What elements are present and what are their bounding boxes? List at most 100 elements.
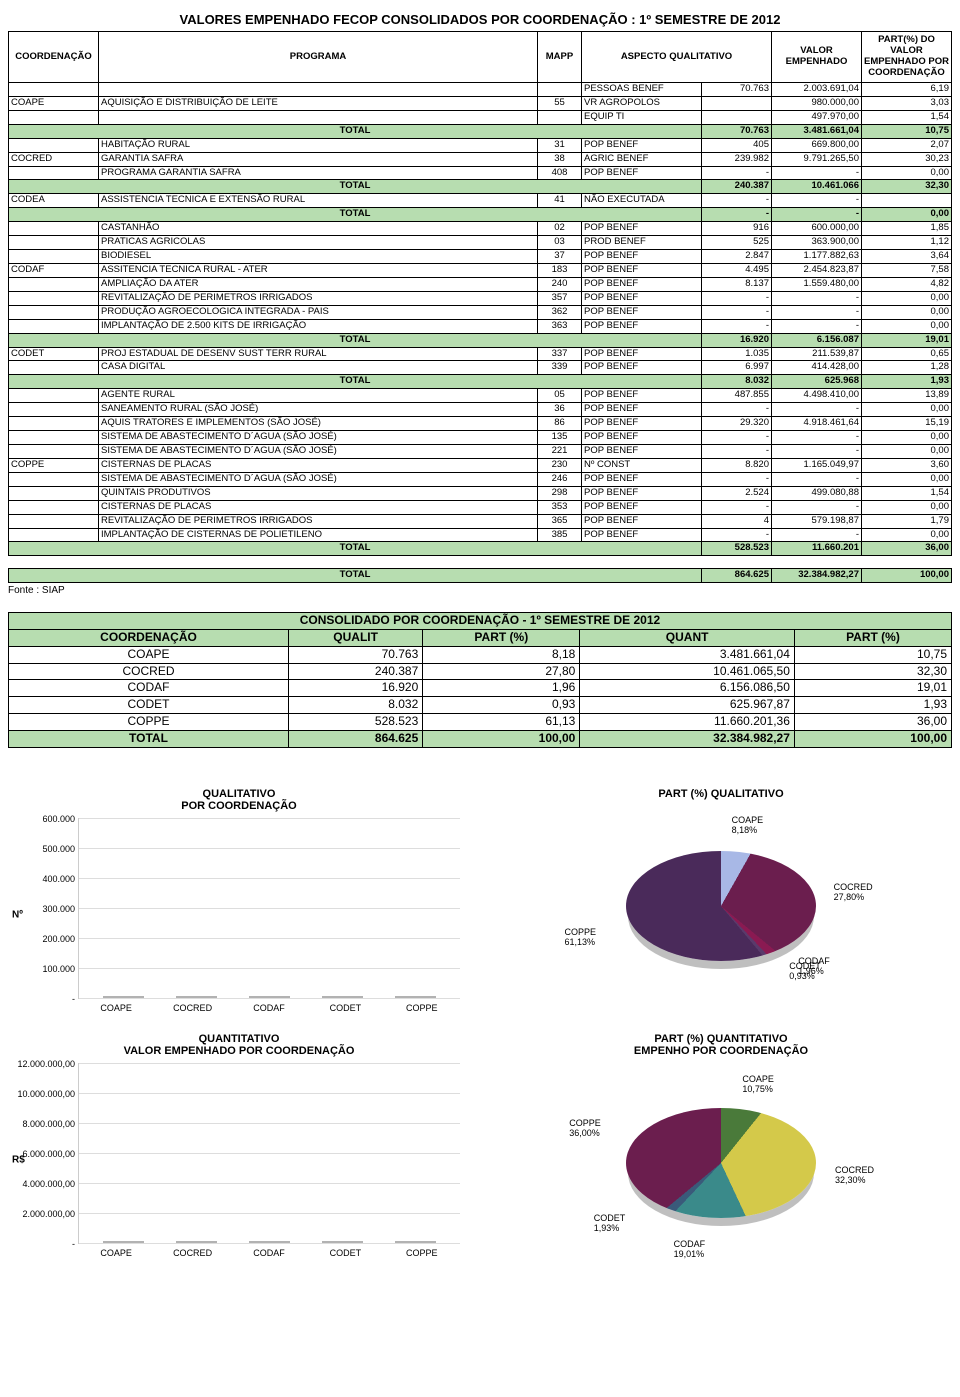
col-valor: VALOR EMPENHADO <box>772 32 862 83</box>
table-row: AGENTE RURAL05POP BENEF487.8554.498.410,… <box>9 389 952 403</box>
col-programa: PROGRAMA <box>99 32 538 83</box>
pie <box>626 1108 816 1218</box>
pie-label: COPPE61,13% <box>564 927 596 947</box>
table-row: IMPLANTAÇÃO DE CISTERNAS DE POLIETILENO3… <box>9 528 952 542</box>
table-row: CODETPROJ ESTADUAL DE DESENV SUST TERR R… <box>9 347 952 361</box>
summary-row: CODAF16.9201,966.156.086,5019,01 <box>9 680 952 697</box>
summary-row: CODET8.0320,93625.967,871,93 <box>9 697 952 714</box>
table-row: HABITAÇÃO RURAL31POP BENEF405669.800,002… <box>9 138 952 152</box>
pie1-title: PART (%) QUALITATIVO <box>490 788 952 800</box>
y-tick-label: 2.000.000,00 <box>22 1209 79 1219</box>
pie2-title: PART (%) QUANTITATIVO EMPENHO POR COORDE… <box>490 1033 952 1057</box>
pie-chart-quant: PART (%) QUANTITATIVO EMPENHO POR COORDE… <box>490 1033 952 1263</box>
x-tick-label: COPPE <box>387 1003 456 1013</box>
y-tick-label: - <box>72 1239 79 1249</box>
bar <box>176 996 217 998</box>
table-row: CODAFASSITENCIA TECNICA RURAL - ATER183P… <box>9 263 952 277</box>
bar-chart-quant: QUANTITATIVO VALOR EMPENHADO POR COORDEN… <box>8 1033 470 1263</box>
pie-label: COCRED27,80% <box>834 882 873 902</box>
x-tick-label: COPPE <box>387 1248 456 1258</box>
s-col-part2: PART (%) <box>794 630 951 647</box>
table-row: COCREDGARANTIA SAFRA38AGRIC BENEF239.982… <box>9 152 952 166</box>
table-row: EQUIP TI497.970,001,54 <box>9 110 952 124</box>
summary-total-row: TOTAL864.625100,0032.384.982,27100,00 <box>9 730 952 747</box>
pie-chart-qualit: PART (%) QUALITATIVO COAPE8,18% COCRED27,… <box>490 788 952 1013</box>
col-mapp: MAPP <box>538 32 582 83</box>
table-row: AMPLIAÇÃO DA ATER240POP BENEF8.1371.559.… <box>9 277 952 291</box>
table-row: COAPEAQUISIÇÃO E DISTRIBUIÇÃO DE LEITE55… <box>9 96 952 110</box>
bar <box>395 1241 436 1243</box>
x-tick-label: CODAF <box>235 1248 304 1258</box>
table-row: QUINTAIS PRODUTIVOS298POP BENEF2.524499.… <box>9 486 952 500</box>
x-tick-label: CODET <box>311 1003 380 1013</box>
summary-row: COAPE70.7638,183.481.661,0410,75 <box>9 646 952 663</box>
y-tick-label: 300.000 <box>42 904 79 914</box>
main-table: COORDENAÇÃO PROGRAMA MAPP ASPECTO QUALIT… <box>8 31 952 583</box>
y-tick-label: 200.000 <box>42 934 79 944</box>
table-row: REVITALIZAÇÃO DE PERIMETROS IRRIGADOS365… <box>9 514 952 528</box>
x-tick-label: CODAF <box>235 1003 304 1013</box>
summary-row: COPPE528.52361,1311.660.201,3636,00 <box>9 714 952 731</box>
y-tick-label: - <box>72 994 79 1004</box>
total-row: TOTAL--0,00 <box>9 208 952 222</box>
pie-label: COAPE8,18% <box>732 815 764 835</box>
y-tick-label: 8.000.000,00 <box>22 1119 79 1129</box>
col-part: PART(%) DO VALOR EMPENHADO POR COORDENAÇ… <box>862 32 952 83</box>
pie-label: CODAF19,01% <box>674 1239 706 1259</box>
table-row: PESSOAS BENEF70.7632.003.691,046,19 <box>9 83 952 97</box>
table-row: BIODIESEL37POP BENEF2.8471.177.882,633,6… <box>9 250 952 264</box>
pie-label: COAPE10,75% <box>742 1074 774 1094</box>
total-row: TOTAL70.7633.481.661,0410,75 <box>9 124 952 138</box>
table-row: COPPECISTERNAS DE PLACAS230Nº CONST8.820… <box>9 458 952 472</box>
summary-header: COORDENAÇÃO QUALIT PART (%) QUANT PART (… <box>9 630 952 647</box>
table-header-row: COORDENAÇÃO PROGRAMA MAPP ASPECTO QUALIT… <box>9 32 952 83</box>
col-coord: COORDENAÇÃO <box>9 32 99 83</box>
x-tick-label: COCRED <box>158 1248 227 1258</box>
grand-total-row: TOTAL864.62532.384.982,27100,00 <box>9 569 952 583</box>
table-row: SISTEMA DE ABASTECIMENTO D´AGUA (SÃO JOS… <box>9 444 952 458</box>
pie <box>626 851 816 961</box>
total-row: TOTAL240.38710.461.06632,30 <box>9 180 952 194</box>
summary-table: CONSOLIDADO POR COORDENAÇÃO - 1º SEMESTR… <box>8 612 952 747</box>
y-tick-label: 100.000 <box>42 964 79 974</box>
y-tick-label: 6.000.000,00 <box>22 1149 79 1159</box>
table-row: CASTANHÃO02POP BENEF916600.000,001,85 <box>9 222 952 236</box>
page-title: VALORES EMPENHADO FECOP CONSOLIDADOS POR… <box>8 8 952 31</box>
table-row: REVITALIZAÇÃO DE PERIMETROS IRRIGADOS357… <box>9 291 952 305</box>
x-tick-label: COCRED <box>158 1003 227 1013</box>
bar <box>395 996 436 998</box>
table-row: SISTEMA DE ABASTECIMENTO D´AGUA (SÃO JOS… <box>9 472 952 486</box>
table-row: PRATICAS AGRICOLAS03PROD BENEF525363.900… <box>9 236 952 250</box>
bar <box>322 996 363 998</box>
table-row: AQUIS TRATORES E IMPLEMENTOS (SÃO JOSÉ)8… <box>9 417 952 431</box>
total-row: TOTAL16.9206.156.08719,01 <box>9 333 952 347</box>
bar <box>176 1241 217 1243</box>
table-row: CASA DIGITAL339POP BENEF6.997414.428,001… <box>9 361 952 375</box>
source-label: Fonte : SIAP <box>8 583 952 596</box>
table-row: CODEAASSISTENCIA TECNICA E EXTENSÃO RURA… <box>9 194 952 208</box>
table-row: IMPLANTAÇÃO DE 2.500 KITS DE IRRIGAÇÃO36… <box>9 319 952 333</box>
y-tick-label: 4.000.000,00 <box>22 1179 79 1189</box>
pie-label: COCRED32,30% <box>835 1165 874 1185</box>
table-row: CISTERNAS DE PLACAS353POP BENEF--0,00 <box>9 500 952 514</box>
pie-label: CODET0,93% <box>789 961 821 981</box>
x-tick-label: CODET <box>311 1248 380 1258</box>
summary-title: CONSOLIDADO POR COORDENAÇÃO - 1º SEMESTR… <box>9 613 952 630</box>
s-col-coord: COORDENAÇÃO <box>9 630 289 647</box>
y-tick-label: 600.000 <box>42 814 79 824</box>
table-row: PRODUÇÃO AGROECOLOGICA INTEGRADA - PAIS3… <box>9 305 952 319</box>
summary-row: COCRED240.38727,8010.461.065,5032,30 <box>9 663 952 680</box>
bar <box>103 1241 144 1243</box>
col-aspecto: ASPECTO QUALITATIVO <box>582 32 772 83</box>
y-tick-label: 500.000 <box>42 844 79 854</box>
s-col-qualit: QUALIT <box>289 630 423 647</box>
bar-chart-qualit: QUALITATIVO POR COORDENAÇÃO Nº -100.0002… <box>8 788 470 1013</box>
bar <box>103 996 144 998</box>
bar2-title: QUANTITATIVO VALOR EMPENHADO POR COORDEN… <box>8 1033 470 1057</box>
y-tick-label: 10.000.000,00 <box>17 1089 79 1099</box>
total-row: TOTAL528.52311.660.20136,00 <box>9 542 952 556</box>
bar <box>249 996 290 998</box>
pie-label: COPPE36,00% <box>569 1118 601 1138</box>
x-tick-label: COAPE <box>82 1248 151 1258</box>
pie-label: CODET1,93% <box>594 1213 626 1233</box>
